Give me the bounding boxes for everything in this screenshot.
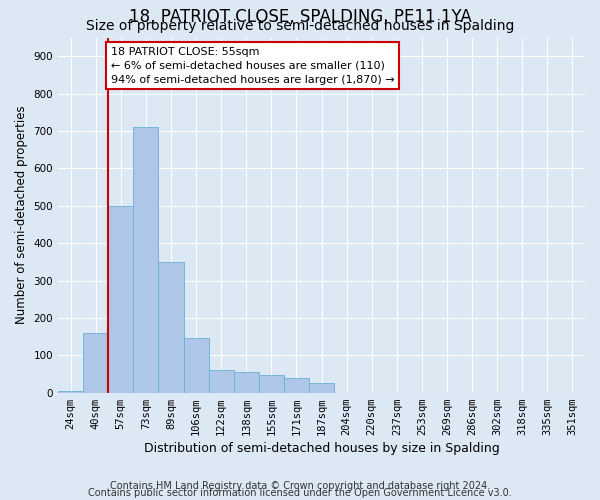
Bar [158, 262, 184, 392]
Bar [284, 378, 309, 392]
Bar [233, 372, 259, 392]
Bar [108, 206, 133, 392]
Bar [58, 391, 83, 392]
Bar [259, 374, 284, 392]
X-axis label: Distribution of semi-detached houses by size in Spalding: Distribution of semi-detached houses by … [143, 442, 499, 455]
Text: Size of property relative to semi-detached houses in Spalding: Size of property relative to semi-detach… [86, 19, 514, 33]
Bar [83, 333, 108, 392]
Text: Contains HM Land Registry data © Crown copyright and database right 2024.: Contains HM Land Registry data © Crown c… [110, 481, 490, 491]
Bar [209, 370, 233, 392]
Bar [309, 383, 334, 392]
Y-axis label: Number of semi-detached properties: Number of semi-detached properties [15, 106, 28, 324]
Text: 18 PATRIOT CLOSE: 55sqm
← 6% of semi-detached houses are smaller (110)
94% of se: 18 PATRIOT CLOSE: 55sqm ← 6% of semi-det… [111, 47, 394, 85]
Text: 18, PATRIOT CLOSE, SPALDING, PE11 1YA: 18, PATRIOT CLOSE, SPALDING, PE11 1YA [128, 8, 472, 26]
Bar [184, 338, 209, 392]
Text: Contains public sector information licensed under the Open Government Licence v3: Contains public sector information licen… [88, 488, 512, 498]
Bar [133, 127, 158, 392]
